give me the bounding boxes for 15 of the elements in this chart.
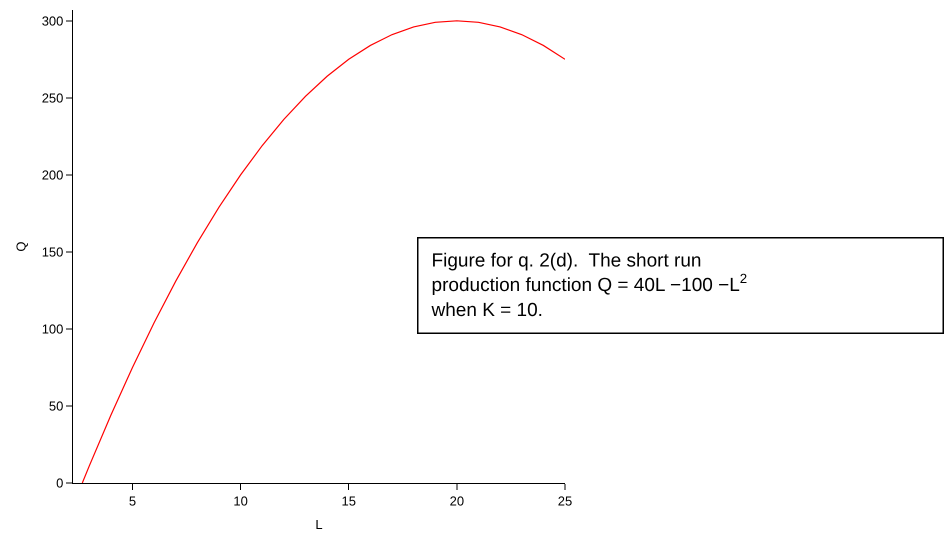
x-axis-title: L (315, 517, 323, 532)
x-tick-label: 5 (128, 494, 136, 509)
x-tick-label: 10 (233, 494, 248, 509)
y-tick-label: 150 (42, 244, 64, 260)
text: Figure for q. 2(d). The short run production function Q = 40L −100 −L$^{2}$ when K = 10. (432, 250, 748, 321)
x-tick-label: 20 (450, 494, 464, 509)
x-tick-label: 15 (342, 494, 356, 509)
x-tick-label: 25 (558, 494, 572, 509)
y-tick-label: 200 (42, 167, 64, 182)
y-axis-title: Q (14, 241, 29, 252)
y-tick-label: 0 (56, 476, 64, 491)
y-tick-label: 300 (42, 13, 64, 28)
y-tick-label: 100 (42, 321, 64, 336)
y-tick-label: 50 (48, 398, 64, 414)
y-tick-label: 250 (42, 90, 64, 106)
